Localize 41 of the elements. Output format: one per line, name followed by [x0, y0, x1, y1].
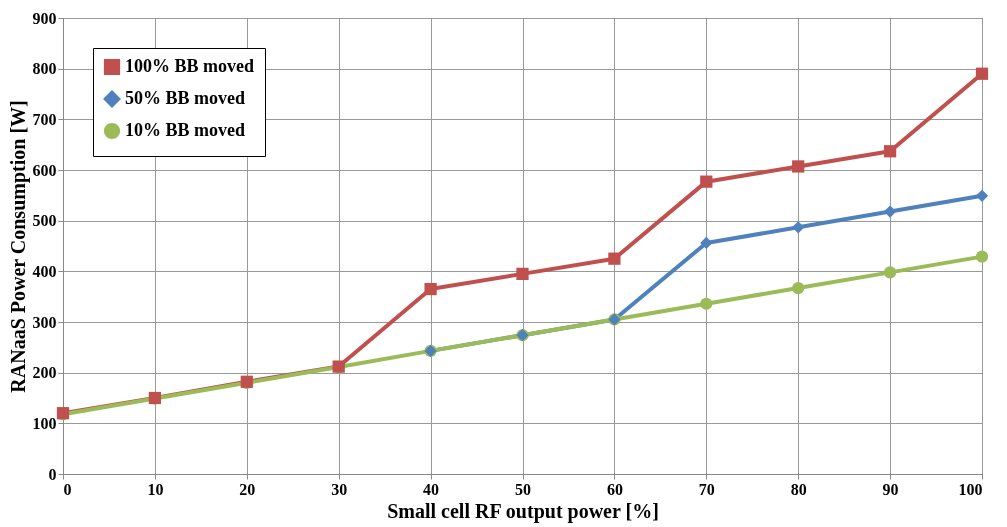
- y-tick-label: 100: [32, 414, 57, 432]
- x-tick-label: 60: [606, 480, 623, 498]
- legend-label: 10% BB moved: [125, 120, 246, 140]
- point: [700, 236, 713, 250]
- point: [792, 221, 805, 234]
- legend-label: 50% BB moved: [125, 88, 246, 108]
- legend-label: 100% BB moved: [125, 56, 255, 76]
- x-tick-label: 40: [423, 480, 440, 498]
- y-tick-label: 800: [32, 60, 57, 78]
- x-axis-title: Small cell RF output power [%]: [387, 499, 659, 523]
- x-tick-label: 20: [239, 480, 256, 498]
- x-tick-label: 100: [958, 480, 983, 498]
- point: [700, 297, 713, 310]
- point: [883, 266, 897, 279]
- point: [792, 281, 805, 295]
- x-tick-label: 50: [515, 480, 531, 498]
- point: [883, 145, 897, 158]
- y-tick-label: 400: [32, 262, 57, 280]
- point: [975, 189, 989, 202]
- y-tick-label: 900: [32, 9, 57, 27]
- y-tick-label: 600: [32, 161, 57, 179]
- point: [608, 252, 621, 265]
- x-tick-label: 10: [147, 480, 164, 498]
- y-tick-label: 700: [32, 110, 57, 128]
- point: [883, 205, 897, 218]
- y-tick-label: 300: [32, 313, 57, 331]
- point: [516, 267, 529, 280]
- x-tick-label: 80: [790, 480, 807, 498]
- point: [792, 160, 805, 173]
- x-tick-label: 0: [63, 480, 72, 498]
- y-tick-label: 200: [32, 364, 57, 382]
- y-tick-label: 500: [32, 212, 57, 230]
- point: [424, 282, 437, 296]
- y-tick-label: 0: [48, 465, 57, 483]
- y-axis-title: RANaaS Power Consumption [W]: [6, 100, 30, 393]
- x-tick-label: 70: [698, 480, 715, 498]
- point: [975, 250, 989, 263]
- point: [975, 67, 989, 80]
- x-tick-label: 90: [882, 480, 899, 498]
- point: [700, 175, 713, 188]
- x-tick-label: 30: [331, 480, 348, 498]
